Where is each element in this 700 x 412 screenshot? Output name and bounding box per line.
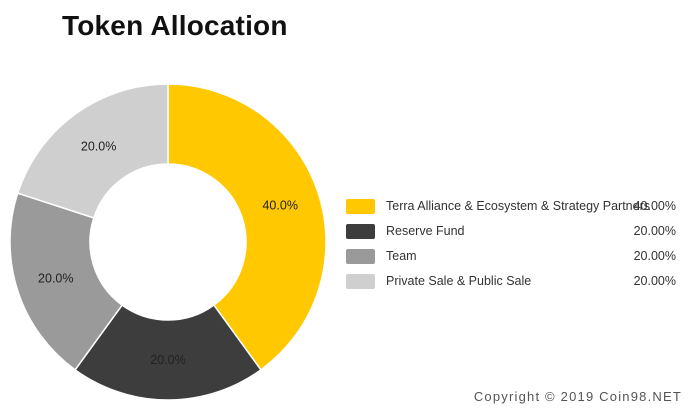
legend-item-2: Team 20.00% bbox=[346, 246, 686, 271]
copyright-text: Copyright © 2019 Coin98.NET bbox=[473, 389, 682, 404]
slice-label-3: 20.0% bbox=[81, 140, 116, 154]
legend-label: Private Sale & Public Sale bbox=[386, 274, 532, 288]
legend-swatch bbox=[346, 274, 375, 289]
legend-value: 40.00% bbox=[633, 199, 676, 213]
donut-chart: 40.0% 20.0% 20.0% 20.0% bbox=[9, 83, 327, 401]
legend-swatch bbox=[346, 224, 375, 239]
chart-title: Token Allocation bbox=[62, 10, 288, 41]
slice-label-0: 40.0% bbox=[262, 199, 297, 213]
legend-item-0: Terra Alliance & Ecosystem & Strategy Pa… bbox=[346, 196, 686, 221]
donut-slice-2 bbox=[9, 192, 124, 371]
slice-label-1: 20.0% bbox=[150, 353, 185, 367]
chart-legend: Terra Alliance & Ecosystem & Strategy Pa… bbox=[346, 196, 686, 296]
slice-label-2: 20.0% bbox=[38, 271, 73, 285]
legend-swatch bbox=[346, 249, 375, 264]
donut-slice-3 bbox=[16, 83, 169, 219]
donut-slice-0 bbox=[167, 83, 327, 371]
legend-swatch bbox=[346, 199, 375, 214]
legend-label: Terra Alliance & Ecosystem & Strategy Pa… bbox=[386, 199, 650, 213]
legend-label: Team bbox=[386, 249, 417, 263]
legend-value: 20.00% bbox=[633, 274, 676, 288]
legend-value: 20.00% bbox=[633, 224, 676, 238]
legend-item-3: Private Sale & Public Sale 20.00% bbox=[346, 271, 686, 296]
legend-value: 20.00% bbox=[633, 249, 676, 263]
donut-slice-1 bbox=[74, 304, 262, 401]
legend-item-1: Reserve Fund 20.00% bbox=[346, 221, 686, 246]
legend-label: Reserve Fund bbox=[386, 224, 465, 238]
